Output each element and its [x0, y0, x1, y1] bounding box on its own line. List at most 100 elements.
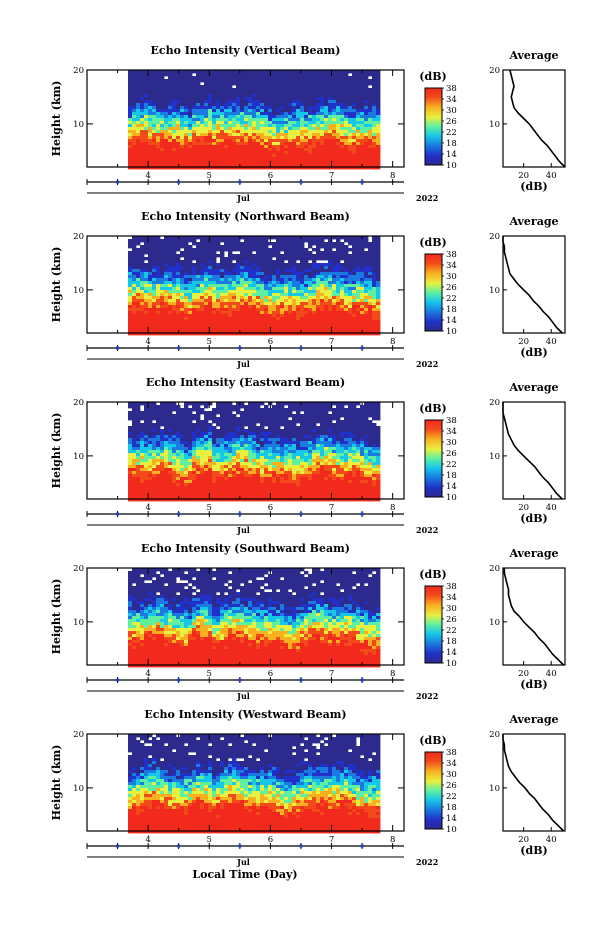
heatmap-cell — [160, 417, 165, 421]
heatmap-cell — [172, 417, 177, 421]
heatmap-cell — [172, 317, 177, 321]
heatmap-cell — [208, 145, 213, 149]
heatmap-cell — [316, 118, 321, 122]
heatmap-cell — [248, 290, 253, 294]
heatmap-cell — [212, 477, 217, 481]
heatmap-cell — [148, 151, 153, 155]
heatmap-cell — [304, 127, 309, 131]
heatmap-cell — [172, 438, 177, 442]
heatmap-cell — [320, 278, 325, 282]
heatmap-cell — [368, 73, 373, 77]
heatmap-cell — [224, 79, 229, 83]
heatmap-cell — [220, 130, 225, 134]
heatmap-cell — [144, 97, 149, 101]
heatmap-cell — [248, 248, 253, 252]
heatmap-cell — [260, 112, 265, 116]
heatmap-cell — [340, 76, 345, 80]
heatmap-cell — [220, 308, 225, 312]
heatmap-cell — [148, 118, 153, 122]
heatmap-cell — [164, 142, 169, 146]
heatmap-cell — [336, 82, 341, 86]
heatmap-cell — [224, 94, 229, 98]
heatmap-cell — [188, 124, 193, 128]
heatmap-cell — [172, 79, 177, 83]
heatmap-cell — [216, 248, 221, 252]
heatmap-cell — [324, 248, 329, 252]
heatmap-cell — [352, 94, 357, 98]
heatmap-cell — [344, 323, 349, 327]
heatmap-cell — [240, 136, 245, 140]
heatmap-cell — [312, 100, 317, 104]
heatmap-cell — [212, 133, 217, 137]
heatmap-cell — [176, 447, 181, 451]
heatmap-cell — [220, 160, 225, 164]
heatmap-cell — [300, 287, 305, 291]
heatmap-cell — [328, 287, 333, 291]
heatmap-cell — [140, 441, 145, 445]
heatmap-cell — [212, 459, 217, 463]
heatmap-cell — [168, 257, 173, 261]
heatmap-cell — [204, 163, 209, 167]
heatmap-cell — [188, 73, 193, 77]
heatmap-cell — [128, 474, 133, 478]
heatmap-cell — [360, 242, 365, 246]
heatmap-cell — [160, 269, 165, 273]
heatmap-cell — [232, 109, 237, 113]
heatmap-cell — [328, 133, 333, 137]
heatmap-cell — [200, 468, 205, 472]
heatmap-cell — [320, 272, 325, 276]
heatmap-cell — [252, 260, 257, 264]
heatmap-cell — [364, 308, 369, 312]
heatmap-cell — [136, 73, 141, 77]
heatmap-cell — [216, 263, 221, 267]
heatmap-cell — [168, 88, 173, 92]
heatmap-cell — [296, 281, 301, 285]
heatmap-cell — [236, 326, 241, 330]
heatmap-cell — [208, 76, 213, 80]
heatmap-cell — [328, 305, 333, 309]
heatmap-cell — [360, 278, 365, 282]
heatmap-cell — [264, 269, 269, 273]
heatmap-cell — [336, 79, 341, 83]
heatmap-cell — [176, 498, 181, 502]
heatmap-cell — [260, 290, 265, 294]
heatmap-cell — [288, 160, 293, 164]
heatmap-cell — [256, 151, 261, 155]
heatmap-cell — [144, 444, 149, 448]
heatmap-cell — [336, 317, 341, 321]
heatmap-cell — [232, 97, 237, 101]
heatmap-cell — [308, 242, 313, 246]
heatmap-cell — [156, 465, 161, 469]
heatmap-cell — [208, 305, 213, 309]
heatmap-cell — [244, 157, 249, 161]
heatmap-cell — [172, 453, 177, 457]
heatmap-cell — [168, 402, 173, 406]
heatmap-cell — [288, 142, 293, 146]
heatmap-cell — [128, 435, 133, 439]
heatmap-cell — [336, 311, 341, 315]
heatmap-cell — [292, 82, 297, 86]
heatmap-cell — [168, 326, 173, 330]
heatmap-cell — [180, 106, 185, 110]
heatmap-cell — [288, 85, 293, 89]
heatmap-cell — [352, 130, 357, 134]
heatmap-cell — [132, 257, 137, 261]
heatmap-cell — [280, 287, 285, 291]
heatmap-cell — [212, 414, 217, 418]
colorbar-tick-label: 26 — [446, 117, 457, 127]
heatmap-cell — [196, 447, 201, 451]
heatmap-cell — [196, 148, 201, 152]
heatmap-cell — [200, 145, 205, 149]
heatmap-cell — [140, 302, 145, 306]
heatmap-cell — [324, 70, 329, 74]
heatmap-cell — [252, 323, 257, 327]
heatmap-cell — [308, 305, 313, 309]
heatmap-cell — [168, 465, 173, 469]
heatmap-cell — [200, 248, 205, 252]
heatmap-cell — [284, 73, 289, 77]
heatmap-cell — [160, 260, 165, 264]
heatmap-cell — [232, 130, 237, 134]
heatmap-cell — [240, 157, 245, 161]
heatmap-cell — [188, 492, 193, 496]
heatmap-cell — [208, 130, 213, 134]
